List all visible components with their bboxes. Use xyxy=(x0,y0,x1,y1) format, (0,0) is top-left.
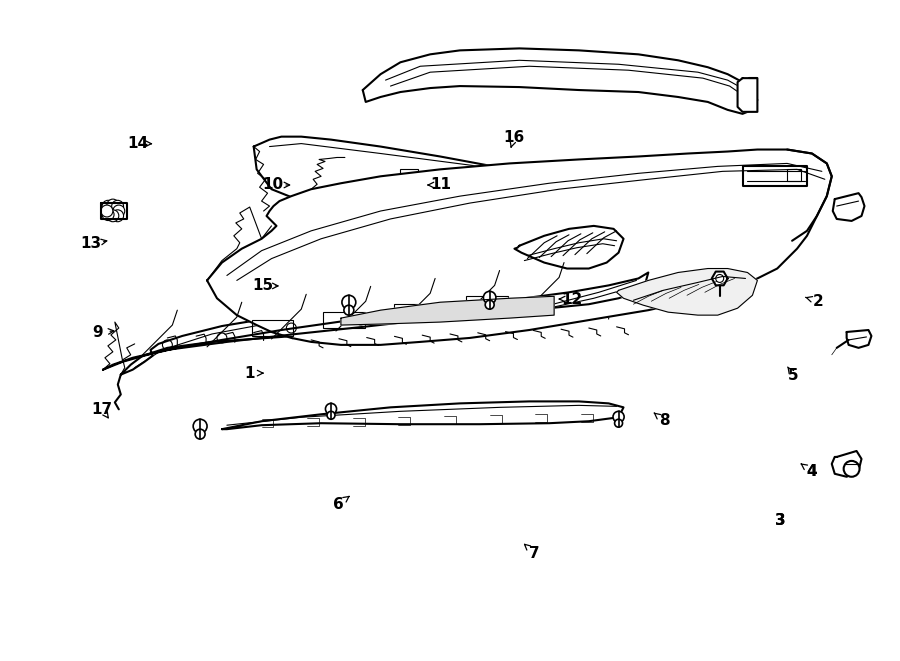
Polygon shape xyxy=(363,48,758,114)
Bar xyxy=(490,189,508,201)
Polygon shape xyxy=(341,296,554,325)
Text: 15: 15 xyxy=(252,278,274,293)
Text: 16: 16 xyxy=(504,130,525,145)
Circle shape xyxy=(194,419,207,433)
Text: 14: 14 xyxy=(127,136,148,151)
Text: 12: 12 xyxy=(562,292,583,307)
Text: 1: 1 xyxy=(244,366,255,381)
Circle shape xyxy=(342,295,356,309)
Bar xyxy=(466,296,508,312)
Circle shape xyxy=(326,403,337,414)
Polygon shape xyxy=(103,272,648,369)
Polygon shape xyxy=(616,268,758,315)
Text: 4: 4 xyxy=(806,464,816,479)
Bar xyxy=(430,176,448,188)
Bar xyxy=(394,304,436,320)
Polygon shape xyxy=(121,280,624,375)
Polygon shape xyxy=(712,272,727,286)
Polygon shape xyxy=(847,330,871,348)
Circle shape xyxy=(102,200,114,212)
Polygon shape xyxy=(101,203,127,219)
Text: 9: 9 xyxy=(92,325,103,340)
Text: 5: 5 xyxy=(788,368,799,383)
Text: 7: 7 xyxy=(529,546,540,561)
Text: 3: 3 xyxy=(775,513,786,528)
Circle shape xyxy=(102,209,114,221)
Bar xyxy=(539,197,557,209)
Bar xyxy=(400,169,418,181)
Bar xyxy=(515,193,532,205)
Circle shape xyxy=(613,411,624,422)
Polygon shape xyxy=(515,226,624,268)
Polygon shape xyxy=(207,149,832,345)
Circle shape xyxy=(843,461,860,477)
Circle shape xyxy=(615,419,623,427)
Text: 3: 3 xyxy=(775,513,786,528)
Polygon shape xyxy=(742,167,807,186)
Bar xyxy=(252,320,293,336)
Bar xyxy=(460,183,478,195)
Circle shape xyxy=(101,205,112,217)
Circle shape xyxy=(112,200,123,212)
Circle shape xyxy=(195,429,205,439)
Polygon shape xyxy=(738,78,758,112)
Circle shape xyxy=(327,411,335,419)
Circle shape xyxy=(107,199,119,211)
Circle shape xyxy=(483,292,496,304)
Text: 11: 11 xyxy=(430,178,452,192)
Text: 4: 4 xyxy=(806,464,816,479)
Polygon shape xyxy=(254,137,772,245)
Text: 13: 13 xyxy=(81,237,102,251)
Polygon shape xyxy=(222,401,624,429)
Text: 10: 10 xyxy=(263,178,284,192)
Text: 8: 8 xyxy=(659,413,670,428)
Text: 6: 6 xyxy=(333,496,344,512)
Circle shape xyxy=(107,210,119,221)
Bar xyxy=(323,312,364,328)
Text: 17: 17 xyxy=(92,402,112,416)
Text: 2: 2 xyxy=(813,293,824,309)
Polygon shape xyxy=(832,193,865,221)
Circle shape xyxy=(112,210,123,221)
Circle shape xyxy=(485,300,494,309)
Circle shape xyxy=(112,205,125,217)
Polygon shape xyxy=(832,451,861,477)
Circle shape xyxy=(344,305,354,315)
Bar xyxy=(788,169,801,181)
